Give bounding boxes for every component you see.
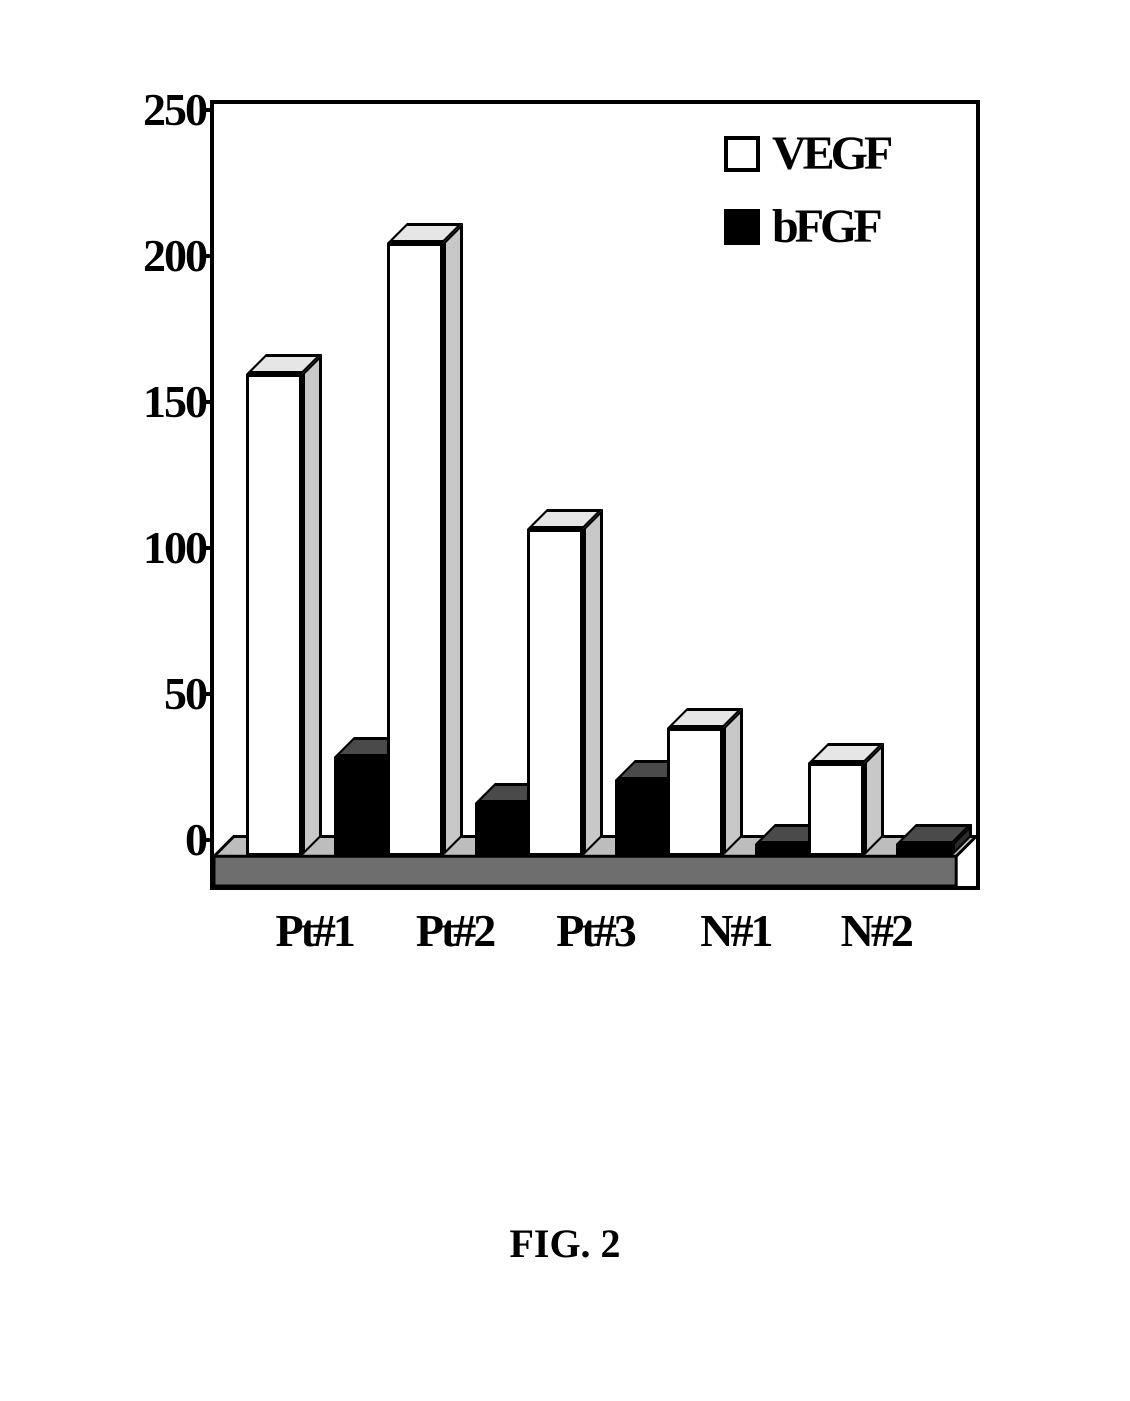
bar-front [334, 757, 390, 856]
x-tick-label: Pt#3 [525, 904, 665, 957]
y-tick-label: 50 [126, 671, 206, 717]
bar-front [246, 374, 302, 856]
bar-front [808, 763, 864, 856]
y-tick-label: 150 [126, 379, 206, 425]
x-tick-label: N#2 [806, 904, 946, 957]
x-tick-label: Pt#1 [244, 904, 384, 957]
legend-item-bfgf: bFGF [724, 199, 954, 254]
bar-front [527, 529, 583, 856]
legend-swatch-bfgf [724, 209, 760, 245]
legend-item-vegf: VEGF [724, 126, 954, 181]
bar-front [667, 728, 723, 856]
bar-side [723, 708, 743, 856]
y-tick-label: 0 [126, 817, 206, 863]
y-tick-label: 100 [126, 525, 206, 571]
bar-VEGF-Pt#2 [387, 223, 463, 856]
bar-side [443, 223, 463, 856]
bar-bFGF-N#2 [896, 824, 972, 856]
bar-VEGF-N#1 [667, 708, 743, 856]
legend-swatch-vegf [724, 136, 760, 172]
x-tick-label: N#1 [665, 904, 805, 957]
legend-label-bfgf: bFGF [772, 199, 879, 254]
x-tick-label: Pt#2 [385, 904, 525, 957]
y-tick-label: 200 [126, 233, 206, 279]
bar-VEGF-N#2 [808, 743, 884, 856]
bar-front [387, 243, 443, 856]
bar-front [755, 844, 811, 856]
bar-front [475, 803, 531, 856]
legend-label-vegf: VEGF [772, 126, 889, 181]
bar-front [896, 844, 952, 856]
bar-front [615, 780, 671, 856]
plot-area: VEGF bFGF [210, 100, 980, 890]
bar-VEGF-Pt#1 [246, 354, 322, 856]
bar-side [302, 354, 322, 856]
chart-container: 050100150200250 VEGF bFGF Pt#1Pt#2Pt#3N#… [80, 80, 980, 1020]
y-tick-label: 250 [126, 87, 206, 133]
figure-caption: FIG. 2 [0, 1220, 1130, 1267]
bar-VEGF-Pt#3 [527, 509, 603, 856]
legend: VEGF bFGF [724, 126, 954, 272]
bar-side [583, 509, 603, 856]
